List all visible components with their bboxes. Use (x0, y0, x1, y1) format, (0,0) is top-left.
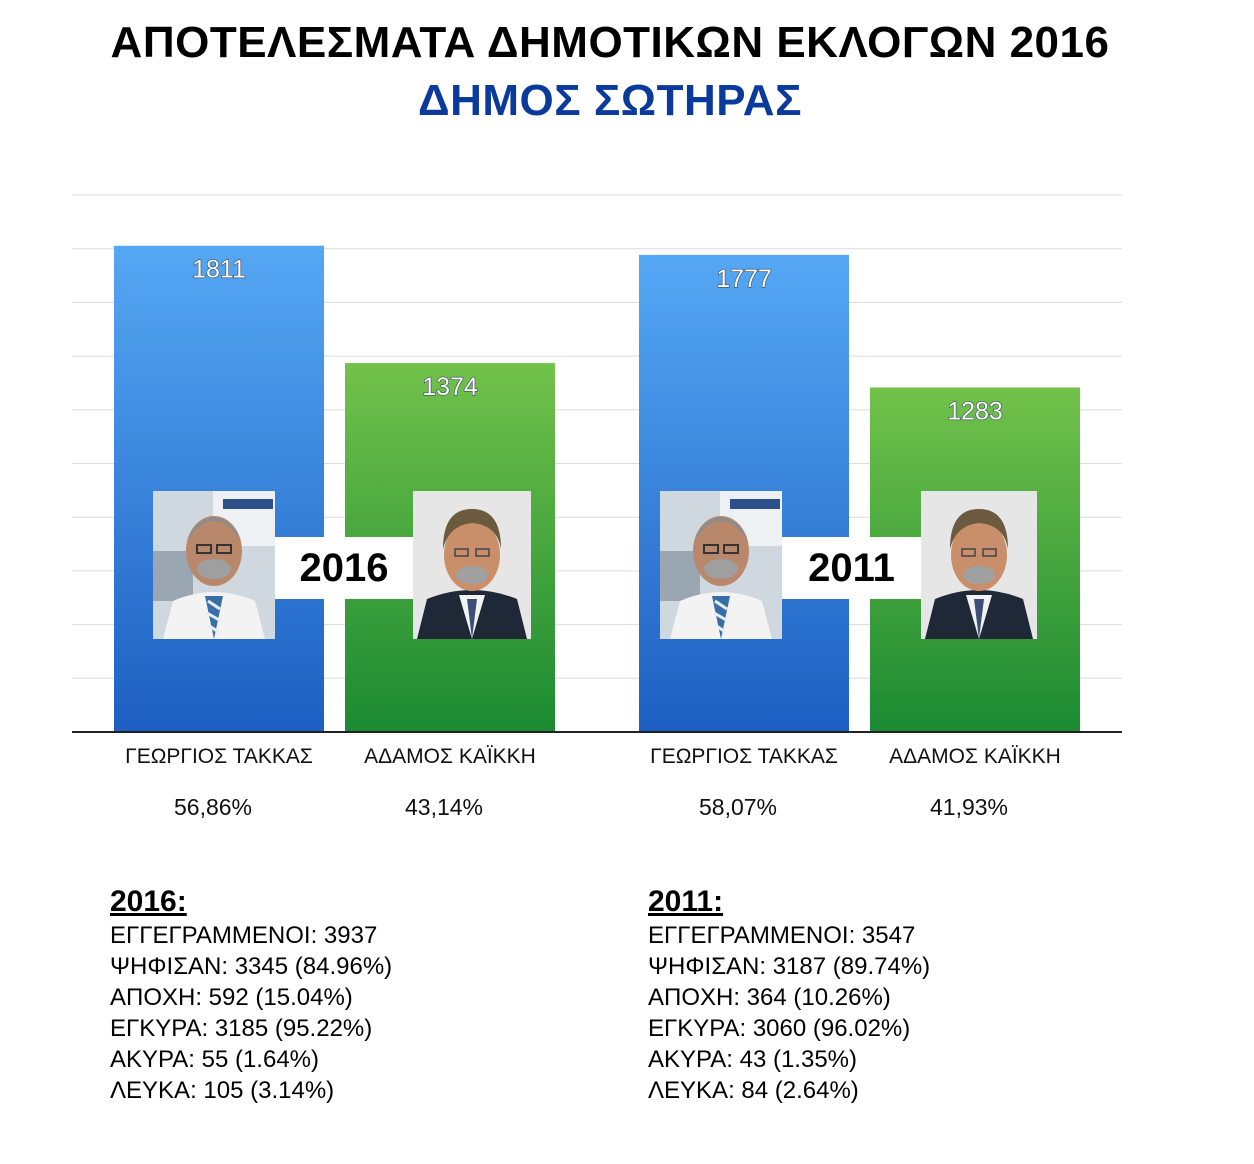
bar-value-labels: 1811 1374 1777 1283 (192, 255, 1004, 426)
stats-line: ΨΗΦΙΣΑΝ: 3345 (84.96%) (110, 953, 393, 980)
candidate-kaikki-photo-2016 (413, 491, 531, 639)
category-label: ΑΔΑΜΟΣ ΚΑΪΚΚΗ (364, 745, 536, 768)
percent-label: 43,14% (405, 794, 483, 820)
stats-line: ΨΗΦΙΣΑΝ: 3187 (89.74%) (648, 953, 931, 980)
candidate-kaikki-photo-2011 (921, 491, 1037, 639)
year-label-2011: 2011 (782, 537, 921, 599)
year-label-2016: 2016 (275, 537, 413, 599)
page-title: ΑΠΟΤΕΛΕΣΜΑΤΑ ΔΗΜΟΤΙΚΩΝ ΕΚΛΟΓΩΝ 2016 (110, 18, 1110, 67)
stats-line: ΛΕΥΚΑ: 105 (3.14%) (110, 1077, 335, 1104)
stats-line: ΑΠΟΧΗ: 592 (15.04%) (110, 984, 353, 1011)
category-label: ΓΕΩΡΓΙΟΣ ΤΑΚΚΑΣ (650, 745, 838, 768)
percent-label: 58,07% (699, 794, 777, 820)
page-subtitle: ΔΗΜΟΣ ΣΩΤΗΡΑΣ (417, 76, 802, 125)
category-labels: ΓΕΩΡΓΙΟΣ ΤΑΚΚΑΣ 56,86% ΑΔΑΜΟΣ ΚΑΪΚΚΗ 43,14%… (125, 745, 1061, 820)
bar-value-label: 1283 (947, 398, 1003, 426)
percent-label: 41,93% (930, 794, 1008, 820)
bar-value-label: 1777 (716, 265, 772, 293)
candidate-takkas-photo-2016 (153, 491, 275, 639)
stats-line: ΕΓΚΥΡΑ: 3185 (95.22%) (110, 1015, 373, 1042)
stats-line: ΛΕΥΚΑ: 84 (2.64%) (648, 1077, 859, 1104)
category-label: ΑΔΑΜΟΣ ΚΑΪΚΚΗ (889, 745, 1061, 768)
bars (114, 245, 1080, 733)
stats-2011-header: 2011: (648, 885, 724, 918)
bar-value-label: 1374 (422, 373, 478, 401)
candidate-takkas-photo-2011 (660, 491, 782, 639)
stats-2016: 2016: ΕΓΓΕΓΡΑΜΜΕΝΟΙ: 3937 ΨΗΦΙΣΑΝ: 3345 … (110, 884, 392, 1106)
stats-line: ΕΓΓΕΓΡΑΜΜΕΝΟΙ: 3937 (110, 922, 378, 949)
percent-label: 56,86% (174, 794, 252, 820)
stats-line: ΑΚΥΡΑ: 55 (1.64%) (110, 1046, 319, 1073)
category-label: ΓΕΩΡΓΙΟΣ ΤΑΚΚΑΣ (125, 745, 313, 768)
bar-value-label: 1811 (192, 256, 246, 284)
stats-line: ΕΓΓΕΓΡΑΜΜΕΝΟΙ: 3547 (648, 922, 916, 949)
stats-line: ΑΚΥΡΑ: 43 (1.35%) (648, 1046, 857, 1073)
stats-line: ΕΓΚΥΡΑ: 3060 (96.02%) (648, 1015, 911, 1042)
bar-chart: 1811 1374 1777 1283 ΓΕΩΡΓΙΟΣ ΤΑΚΚΑΣ 56,86% ΑΔ… (72, 194, 1122, 820)
stats-2016-header: 2016: (110, 885, 187, 918)
stats-2011: 2011: ΕΓΓΕΓΡΑΜΜΕΝΟΙ: 3547 ΨΗΦΙΣΑΝ: 3187 … (648, 884, 930, 1106)
bar-2016-0 (114, 245, 324, 732)
stats-line: ΑΠΟΧΗ: 364 (10.26%) (648, 984, 891, 1011)
